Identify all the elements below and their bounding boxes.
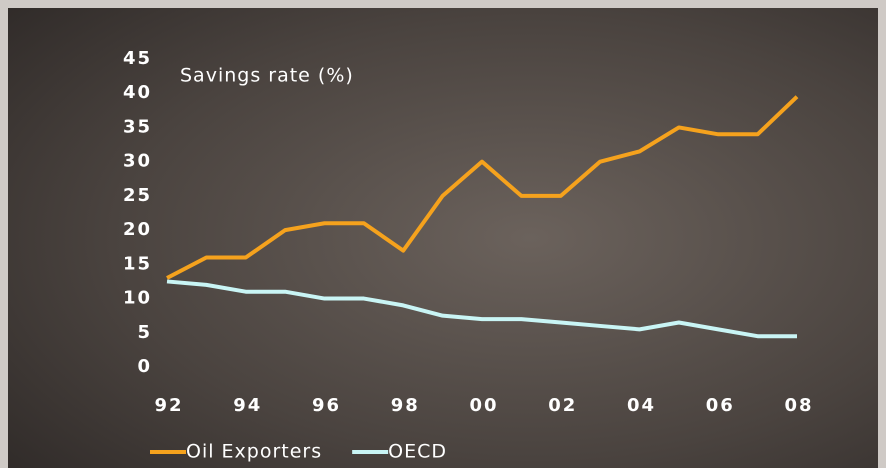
y-tick-label: 15	[123, 253, 152, 274]
x-tick-label: 94	[233, 395, 262, 416]
x-tick-label: 08	[784, 395, 813, 416]
x-tick-label: 02	[548, 395, 577, 416]
x-tick-label: 04	[627, 395, 656, 416]
x-tick-label: 96	[312, 395, 341, 416]
y-tick-label: 30	[123, 151, 152, 172]
y-tick-label: 25	[123, 185, 152, 206]
x-tick-label: 06	[706, 395, 735, 416]
y-tick-label: 10	[123, 288, 152, 309]
series-line	[166, 279, 797, 339]
series-line	[166, 95, 799, 280]
chart-title: Savings rate (%)	[180, 65, 354, 87]
y-tick-label: 35	[123, 116, 152, 137]
legend-label: Oil Exporters	[186, 441, 322, 463]
y-tick-label: 0	[137, 356, 152, 377]
y-tick-label: 20	[123, 219, 152, 240]
y-tick-label: 40	[123, 82, 152, 103]
x-tick-label: 00	[469, 395, 498, 416]
x-tick-label: 92	[154, 395, 183, 416]
y-tick-label: 45	[123, 48, 152, 69]
x-tick-label: 98	[391, 395, 420, 416]
legend-label: OECD	[388, 441, 447, 463]
background	[8, 8, 878, 468]
y-tick-label: 5	[137, 322, 152, 343]
